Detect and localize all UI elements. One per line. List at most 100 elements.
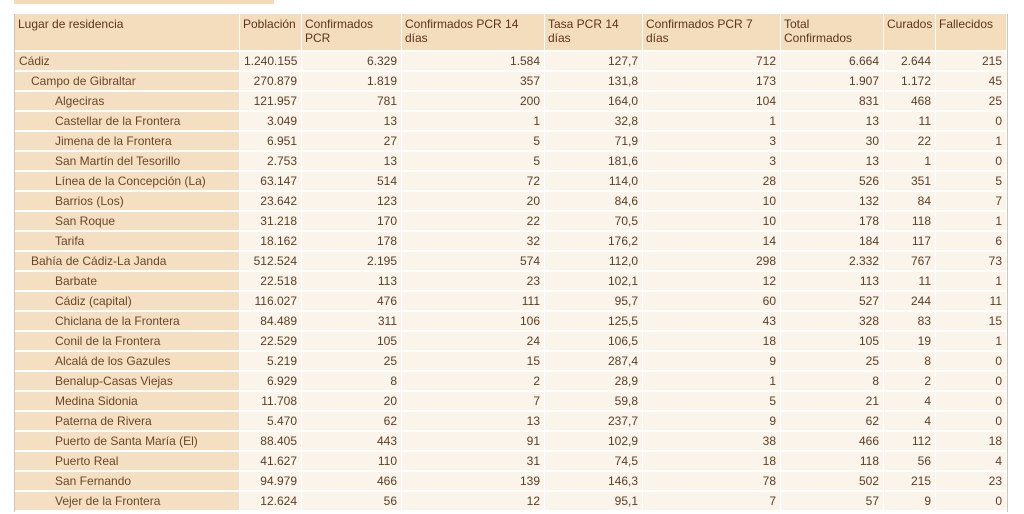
cell-tasa-pcr-14: 32,8 <box>545 112 643 132</box>
cell-poblacion: 1.240.155 <box>240 52 302 72</box>
cell-lugar[interactable]: Benalup-Casas Viejas <box>15 372 240 392</box>
cell-fallecidos: 0 <box>936 492 1007 512</box>
cell-confirmados-pcr-14: 12 <box>402 492 545 512</box>
cell-lugar[interactable]: Alcalá de los Gazules <box>15 352 240 372</box>
cell-tasa-pcr-14: 102,1 <box>545 272 643 292</box>
cell-confirmados-pcr-7: 18 <box>643 452 781 472</box>
header-confirmados-pcr-14[interactable]: Confirmados PCR 14 días <box>402 14 545 52</box>
cell-poblacion: 31.218 <box>240 212 302 232</box>
cell-lugar[interactable]: Jimena de la Frontera <box>15 132 240 152</box>
cell-confirmados-pcr: 110 <box>302 452 402 472</box>
cell-total-confirmados: 30 <box>781 132 884 152</box>
cell-curados: 351 <box>884 172 936 192</box>
top-accent-bar <box>14 0 274 4</box>
cell-poblacion: 94.979 <box>240 472 302 492</box>
cell-confirmados-pcr-14: 200 <box>402 92 545 112</box>
cell-confirmados-pcr-14: 1 <box>402 112 545 132</box>
cell-total-confirmados: 178 <box>781 212 884 232</box>
cell-poblacion: 11.708 <box>240 392 302 412</box>
covid-data-table-container: Lugar de residencia Población Confirmado… <box>14 14 1008 512</box>
cell-lugar[interactable]: Paterna de Rivera <box>15 412 240 432</box>
cell-curados: 9 <box>884 492 936 512</box>
cell-confirmados-pcr-14: 111 <box>402 292 545 312</box>
cell-lugar[interactable]: San Martín del Tesorillo <box>15 152 240 172</box>
cell-lugar[interactable]: Algeciras <box>15 92 240 112</box>
cell-lugar[interactable]: Tarifa <box>15 232 240 252</box>
cell-confirmados-pcr-7: 104 <box>643 92 781 112</box>
cell-lugar[interactable]: Conil de la Frontera <box>15 332 240 352</box>
cell-confirmados-pcr: 170 <box>302 212 402 232</box>
cell-confirmados-pcr-7: 60 <box>643 292 781 312</box>
cell-curados: 767 <box>884 252 936 272</box>
cell-poblacion: 22.518 <box>240 272 302 292</box>
cell-lugar[interactable]: Castellar de la Frontera <box>15 112 240 132</box>
cell-fallecidos: 11 <box>936 292 1007 312</box>
table-row: Medina Sidonia 11.708 20 7 59,8 5 21 4 0 <box>15 392 1007 412</box>
cell-poblacion: 22.529 <box>240 332 302 352</box>
cell-lugar[interactable]: San Fernando <box>15 472 240 492</box>
cell-confirmados-pcr-7: 712 <box>643 52 781 72</box>
cell-confirmados-pcr: 25 <box>302 352 402 372</box>
cell-fallecidos: 1 <box>936 272 1007 292</box>
header-poblacion[interactable]: Población <box>240 14 302 52</box>
cell-poblacion: 116.027 <box>240 292 302 312</box>
cell-total-confirmados: 118 <box>781 452 884 472</box>
cell-confirmados-pcr-7: 43 <box>643 312 781 332</box>
cell-tasa-pcr-14: 146,3 <box>545 472 643 492</box>
cell-confirmados-pcr-14: 72 <box>402 172 545 192</box>
cell-fallecidos: 1 <box>936 332 1007 352</box>
cell-fallecidos: 0 <box>936 352 1007 372</box>
cell-confirmados-pcr: 781 <box>302 92 402 112</box>
header-total-confirmados[interactable]: Total Confirmados <box>781 14 884 52</box>
cell-fallecidos: 0 <box>936 112 1007 132</box>
cell-confirmados-pcr-7: 38 <box>643 432 781 452</box>
cell-fallecidos: 23 <box>936 472 1007 492</box>
cell-curados: 84 <box>884 192 936 212</box>
cell-lugar[interactable]: Campo de Gibraltar <box>15 72 240 92</box>
cell-curados: 2 <box>884 372 936 392</box>
cell-lugar[interactable]: Medina Sidonia <box>15 392 240 412</box>
header-tasa-pcr-14[interactable]: Tasa PCR 14 días <box>545 14 643 52</box>
cell-lugar[interactable]: Puerto Real <box>15 452 240 472</box>
cell-tasa-pcr-14: 71,9 <box>545 132 643 152</box>
cell-confirmados-pcr: 1.819 <box>302 72 402 92</box>
covid-data-table: Lugar de residencia Población Confirmado… <box>15 14 1007 512</box>
table-row: Castellar de la Frontera 3.049 13 1 32,8 1 13 1… <box>15 112 1007 132</box>
cell-tasa-pcr-14: 95,1 <box>545 492 643 512</box>
cell-lugar[interactable]: San Roque <box>15 212 240 232</box>
cell-confirmados-pcr-7: 78 <box>643 472 781 492</box>
header-row: Lugar de residencia Población Confirmado… <box>15 14 1007 52</box>
cell-curados: 118 <box>884 212 936 232</box>
cell-lugar[interactable]: Vejer de la Frontera <box>15 492 240 512</box>
cell-confirmados-pcr: 466 <box>302 472 402 492</box>
cell-tasa-pcr-14: 125,5 <box>545 312 643 332</box>
cell-tasa-pcr-14: 176,2 <box>545 232 643 252</box>
cell-poblacion: 512.524 <box>240 252 302 272</box>
cell-lugar[interactable]: Barbate <box>15 272 240 292</box>
cell-tasa-pcr-14: 237,7 <box>545 412 643 432</box>
cell-curados: 117 <box>884 232 936 252</box>
cell-lugar[interactable]: Chiclana de la Frontera <box>15 312 240 332</box>
header-lugar[interactable]: Lugar de residencia <box>15 14 240 52</box>
cell-fallecidos: 0 <box>936 152 1007 172</box>
cell-lugar[interactable]: Cádiz (capital) <box>15 292 240 312</box>
header-confirmados-pcr[interactable]: Confirmados PCR <box>302 14 402 52</box>
header-fallecidos[interactable]: Fallecidos <box>936 14 1007 52</box>
cell-curados: 22 <box>884 132 936 152</box>
cell-lugar[interactable]: Cádiz <box>15 52 240 72</box>
cell-fallecidos: 7 <box>936 192 1007 212</box>
cell-curados: 2.644 <box>884 52 936 72</box>
header-confirmados-pcr-7[interactable]: Confirmados PCR 7 días <box>643 14 781 52</box>
cell-confirmados-pcr: 2.195 <box>302 252 402 272</box>
cell-lugar[interactable]: Línea de la Concepción (La) <box>15 172 240 192</box>
cell-fallecidos: 25 <box>936 92 1007 112</box>
table-row: Chiclana de la Frontera 84.489 311 106 125,5… <box>15 312 1007 332</box>
cell-fallecidos: 15 <box>936 312 1007 332</box>
cell-curados: 468 <box>884 92 936 112</box>
cell-total-confirmados: 25 <box>781 352 884 372</box>
cell-lugar[interactable]: Puerto de Santa María (El) <box>15 432 240 452</box>
header-curados[interactable]: Curados <box>884 14 936 52</box>
cell-lugar[interactable]: Bahía de Cádiz-La Janda <box>15 252 240 272</box>
cell-lugar[interactable]: Barrios (Los) <box>15 192 240 212</box>
cell-tasa-pcr-14: 84,6 <box>545 192 643 212</box>
